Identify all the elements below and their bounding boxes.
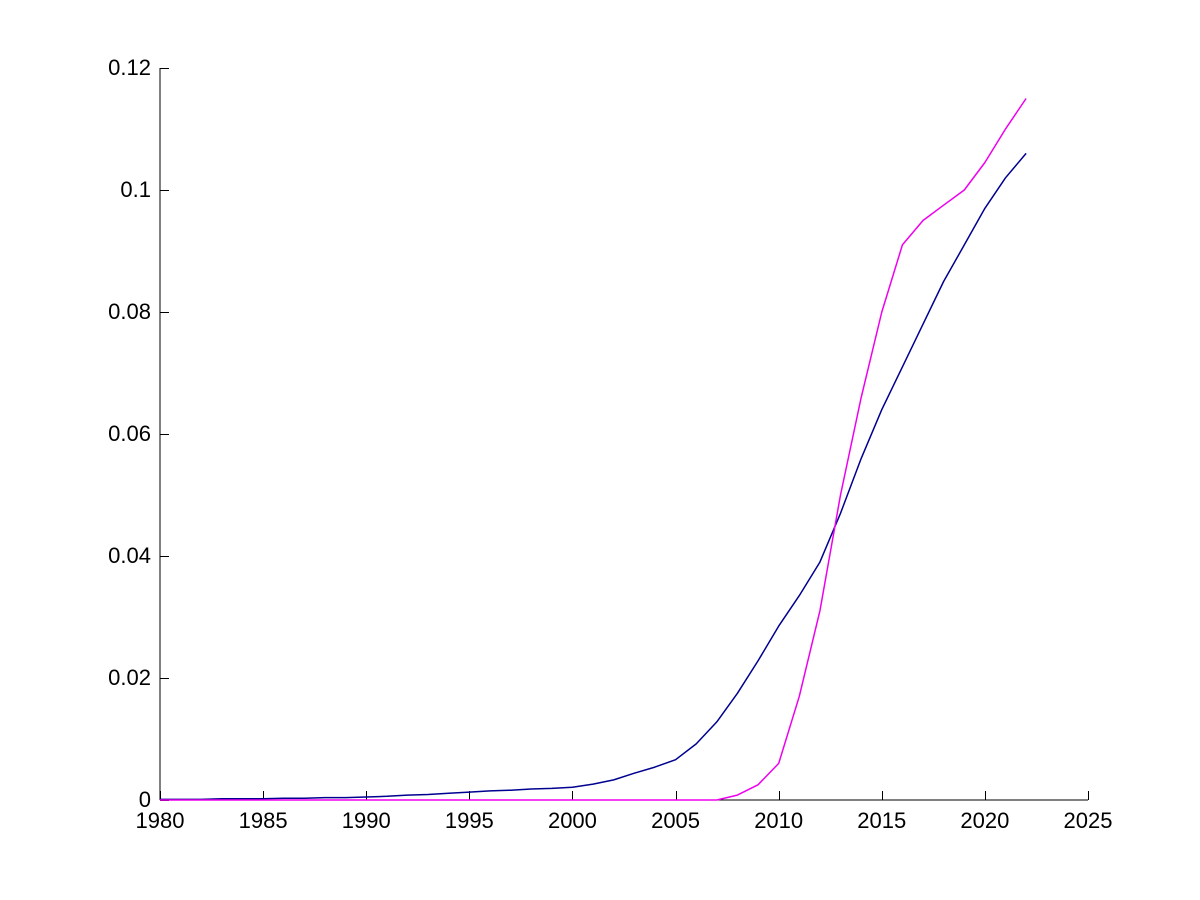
x-tick-label: 2025	[1064, 808, 1113, 833]
x-tick-label: 2015	[857, 808, 906, 833]
x-tick-label: 1980	[136, 808, 185, 833]
y-tick-label: 0.08	[108, 299, 151, 324]
x-tick-label: 1990	[342, 808, 391, 833]
magenta-curve-line	[160, 98, 1027, 801]
x-tick-label: 1995	[445, 808, 494, 833]
x-tick-label: 2020	[960, 808, 1009, 833]
x-tick-label: 1985	[239, 808, 288, 833]
x-tick-label: 2000	[548, 808, 597, 833]
y-tick-label: 0.04	[108, 543, 151, 568]
y-tick-label: 0.06	[108, 421, 151, 446]
y-tick-label: 0.1	[120, 177, 151, 202]
y-tick-label: 0	[139, 787, 151, 812]
x-tick-label: 2005	[651, 808, 700, 833]
y-tick-label: 0.02	[108, 665, 151, 690]
y-tick-label: 0.12	[108, 55, 151, 80]
x-tick-label: 2010	[754, 808, 803, 833]
dark-blue-curve-line	[160, 152, 1027, 801]
